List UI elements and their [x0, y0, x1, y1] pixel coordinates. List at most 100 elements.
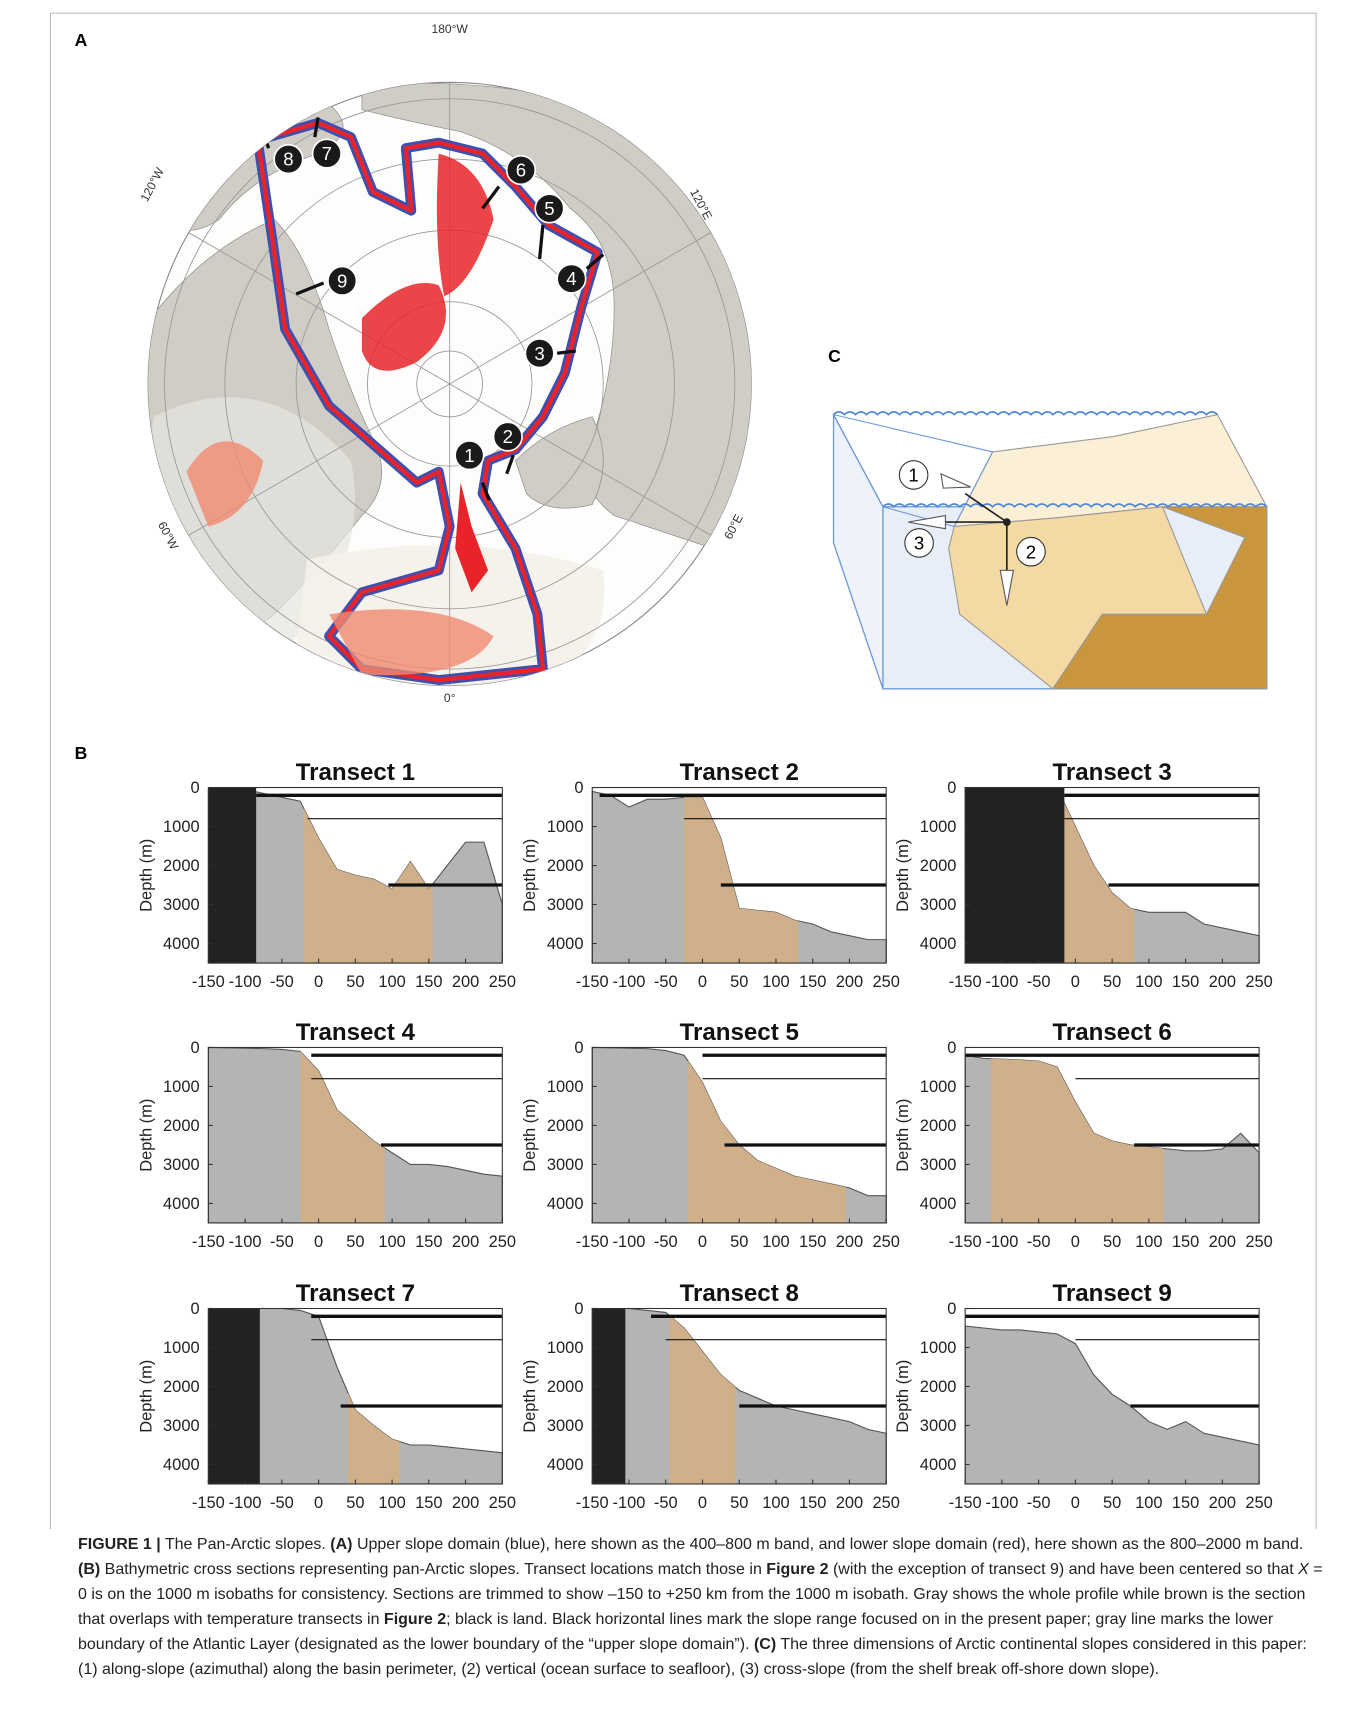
x-tick-label: 150	[1172, 1233, 1199, 1251]
x-tick-label: -100	[613, 1233, 646, 1251]
x-tick-label: -50	[654, 1494, 678, 1512]
y-tick-label: 4000	[547, 1195, 584, 1213]
transect-chart: 0 1000 2000 3000 4000 -150 -100 -50 0 50 100 150 200…	[137, 1019, 516, 1251]
y-axis-label: Depth (m)	[894, 1099, 912, 1172]
x-tick-label: 0	[1071, 1233, 1080, 1251]
x-tick-label: 150	[799, 1233, 826, 1251]
x-tick-label: 100	[378, 973, 405, 991]
y-tick-label: 0	[574, 779, 583, 797]
x-tick-label: -50	[1027, 973, 1051, 991]
y-tick-label: 1000	[163, 1339, 200, 1357]
chart-title: Transect 4	[296, 1019, 416, 1046]
x-tick-label: -50	[270, 1494, 294, 1512]
highlight-profile	[990, 1058, 1164, 1223]
y-tick-label: 3000	[920, 896, 957, 914]
caption-text: (A)	[330, 1536, 353, 1553]
x-tick-label: 200	[1209, 973, 1236, 991]
x-tick-label: -100	[229, 973, 262, 991]
x-tick-label: 50	[1103, 973, 1121, 991]
highlight-profile	[303, 808, 433, 964]
lower-slope-domain	[255, 120, 600, 683]
x-tick-label: 100	[378, 1494, 405, 1512]
x-tick-label: 100	[1135, 973, 1162, 991]
transect-marker	[311, 138, 342, 169]
y-tick-label: 0	[947, 779, 956, 797]
y-tick-label: 1000	[547, 818, 584, 836]
caption-text: = 0 is on the 1000 m isobaths for consis…	[78, 1561, 1323, 1628]
y-tick-label: 2000	[547, 857, 584, 875]
x-tick-label: -100	[613, 973, 646, 991]
caption-text: Figure 2	[766, 1561, 829, 1578]
y-axis-label: Depth (m)	[137, 1360, 155, 1433]
x-tick-label: 100	[378, 1233, 405, 1251]
origin	[1003, 518, 1011, 526]
x-tick-label: 150	[799, 1494, 826, 1512]
y-tick-label: 4000	[163, 935, 200, 953]
axis-number: 2	[1026, 541, 1036, 562]
x-tick-label: 250	[872, 973, 899, 991]
axis-line	[964, 492, 1008, 523]
y-tick-label: 1000	[163, 1078, 200, 1096]
caption-text: The three dimensions of Arctic continent…	[78, 1636, 1307, 1678]
transect-marker	[327, 265, 358, 296]
arrow	[940, 472, 971, 489]
chart-title: Transect 8	[680, 1280, 799, 1307]
x-tick-label: 250	[1245, 1233, 1272, 1251]
lower-slope-domain	[329, 609, 494, 676]
x-tick-label: -100	[985, 1233, 1018, 1251]
y-tick-label: 1000	[547, 1339, 584, 1357]
longitude-label: 0°	[444, 691, 456, 705]
y-tick-label: 3000	[920, 1417, 957, 1435]
lower-slope-domain	[455, 482, 489, 593]
y-axis-label: Depth (m)	[521, 1360, 539, 1433]
axis-marker	[898, 460, 929, 490]
chart-title: Transect 6	[1052, 1019, 1171, 1046]
longitude-label: 180°W	[432, 22, 469, 36]
x-tick-label: 50	[730, 1494, 748, 1512]
y-axis-label: Depth (m)	[521, 839, 539, 912]
land	[592, 1308, 626, 1484]
transect-marker	[454, 440, 485, 471]
x-tick-label: -150	[576, 973, 609, 991]
x-tick-label: 250	[872, 1233, 899, 1251]
transect-marker	[273, 143, 304, 175]
x-tick-label: -100	[985, 1494, 1018, 1512]
transect-chart: 0 1000 2000 3000 4000 -150 -100 -50 0 50 100 150 200…	[894, 759, 1273, 991]
chart-title: Transect 3	[1052, 759, 1171, 786]
x-tick-label: 250	[489, 1494, 516, 1512]
x-tick-label: 250	[872, 1494, 899, 1512]
x-tick-label: 200	[1209, 1494, 1236, 1512]
y-axis-label: Depth (m)	[521, 1099, 539, 1172]
transect-number: 7	[322, 143, 332, 164]
x-tick-label: 200	[836, 1233, 863, 1251]
x-tick-label: 0	[1071, 973, 1080, 991]
y-tick-label: 0	[947, 1039, 956, 1057]
y-tick-label: 4000	[920, 1195, 957, 1213]
transect-number: 1	[464, 445, 474, 466]
x-tick-label: -150	[192, 1494, 225, 1512]
y-tick-label: 4000	[547, 935, 584, 953]
x-tick-label: 0	[698, 1233, 707, 1251]
highlight-profile	[348, 1392, 400, 1484]
x-tick-label: 150	[415, 1233, 442, 1251]
x-tick-label: 200	[836, 1494, 863, 1512]
y-tick-label: 1000	[163, 818, 200, 836]
y-tick-label: 2000	[547, 1378, 584, 1396]
transect-number: 6	[516, 160, 526, 181]
y-tick-label: 1000	[920, 1078, 957, 1096]
y-tick-label: 4000	[163, 1195, 200, 1213]
chart-title: Transect 9	[1052, 1280, 1171, 1307]
transect-chart: 0 1000 2000 3000 4000 -150 -100 -50 0 50 100 150 200…	[521, 759, 900, 991]
y-tick-label: 2000	[547, 1117, 584, 1135]
x-tick-label: 0	[314, 1233, 323, 1251]
panel-label: C	[828, 346, 841, 366]
transect-chart: 0 1000 2000 3000 4000 -150 -100 -50 0 50 100 150 200…	[521, 1280, 900, 1512]
y-tick-label: 4000	[920, 1456, 957, 1474]
x-tick-label: 50	[730, 1233, 748, 1251]
transect-number: 9	[337, 270, 347, 291]
x-tick-label: 250	[489, 973, 516, 991]
land	[965, 787, 1065, 964]
axis-number: 1	[908, 465, 918, 486]
seafloor-profile	[964, 1325, 1260, 1485]
water-side	[832, 414, 884, 690]
